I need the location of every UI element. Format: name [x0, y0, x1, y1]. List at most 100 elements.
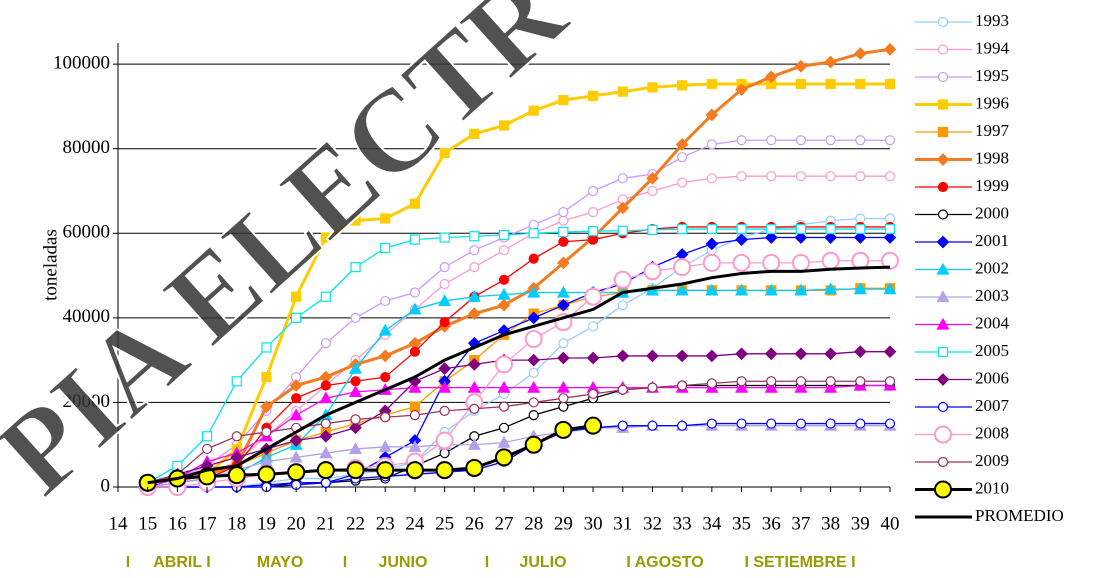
marker	[409, 234, 421, 245]
marker	[766, 418, 777, 429]
marker	[380, 371, 391, 383]
marker	[586, 351, 600, 365]
y-tick-label: 0	[101, 475, 111, 496]
marker	[584, 287, 603, 306]
legend-marker	[936, 153, 950, 166]
marker	[467, 307, 481, 320]
x-tick-label: 31	[613, 513, 632, 534]
legend-marker	[937, 44, 949, 55]
marker	[766, 223, 777, 235]
marker	[497, 298, 511, 312]
marker	[705, 349, 719, 363]
legend-label: 1994	[975, 38, 1010, 57]
marker	[794, 231, 808, 244]
marker	[469, 403, 480, 414]
month-label: I	[485, 554, 489, 571]
legend-label: 2006	[975, 368, 1009, 387]
marker	[376, 461, 395, 480]
marker	[643, 262, 662, 281]
marker	[201, 443, 213, 455]
marker	[705, 108, 719, 122]
marker	[735, 380, 749, 393]
marker	[409, 287, 421, 298]
marker	[467, 437, 481, 450]
marker	[883, 282, 897, 295]
marker	[497, 380, 511, 393]
marker	[677, 152, 688, 163]
marker	[825, 418, 836, 429]
marker	[884, 171, 896, 182]
marker	[438, 362, 451, 375]
marker	[524, 435, 543, 454]
marker	[528, 367, 539, 378]
marker	[647, 82, 658, 93]
marker	[764, 70, 778, 84]
legend-marker	[937, 346, 949, 358]
marker	[378, 440, 392, 452]
marker	[587, 388, 599, 400]
marker	[673, 258, 692, 277]
marker	[260, 400, 273, 414]
marker	[705, 237, 719, 251]
marker	[498, 245, 510, 256]
marker	[646, 171, 659, 185]
marker	[883, 345, 897, 359]
series-line	[147, 425, 890, 488]
marker	[821, 251, 840, 270]
marker	[881, 251, 899, 270]
month-label: ABRIL I	[153, 554, 210, 571]
marker	[261, 426, 272, 438]
marker	[617, 420, 628, 431]
marker	[736, 171, 747, 182]
marker	[855, 213, 866, 224]
marker	[613, 270, 632, 289]
marker	[467, 380, 481, 393]
legend-marker	[936, 373, 950, 386]
marker	[855, 418, 866, 429]
marker	[647, 185, 658, 197]
x-tick-label: 19	[257, 513, 276, 534]
marker	[884, 418, 896, 429]
marker	[735, 347, 748, 361]
marker	[527, 380, 541, 393]
marker	[706, 173, 717, 184]
legend-marker	[937, 456, 949, 468]
marker	[349, 442, 363, 455]
marker	[617, 86, 628, 97]
marker	[558, 393, 569, 404]
marker	[230, 451, 244, 464]
marker	[764, 283, 778, 296]
marker	[706, 223, 717, 235]
series-line	[147, 288, 890, 488]
marker	[435, 461, 454, 480]
x-tick-label: 26	[465, 513, 484, 534]
marker	[853, 282, 867, 295]
marker	[736, 376, 747, 387]
series	[141, 345, 897, 490]
marker	[825, 171, 836, 182]
series	[142, 223, 896, 488]
marker	[736, 418, 747, 429]
marker	[319, 429, 333, 443]
marker	[528, 105, 539, 116]
x-tick-label: 35	[732, 513, 751, 534]
month-label: JUNIO	[379, 554, 428, 571]
legend-label: 2010	[975, 478, 1009, 497]
marker	[498, 120, 510, 131]
marker	[736, 135, 747, 146]
marker	[439, 262, 450, 273]
x-tick-label: 23	[376, 513, 395, 534]
plot-area	[118, 42, 899, 496]
x-tick-label: 33	[673, 513, 692, 534]
marker	[706, 418, 717, 429]
marker	[201, 431, 213, 442]
marker	[884, 223, 896, 235]
marker	[795, 376, 807, 387]
series	[138, 416, 603, 492]
marker	[380, 242, 391, 254]
x-tick-label: 29	[554, 513, 573, 534]
marker	[617, 225, 628, 236]
marker	[587, 321, 599, 332]
marker	[409, 401, 421, 412]
series-line	[147, 47, 891, 485]
